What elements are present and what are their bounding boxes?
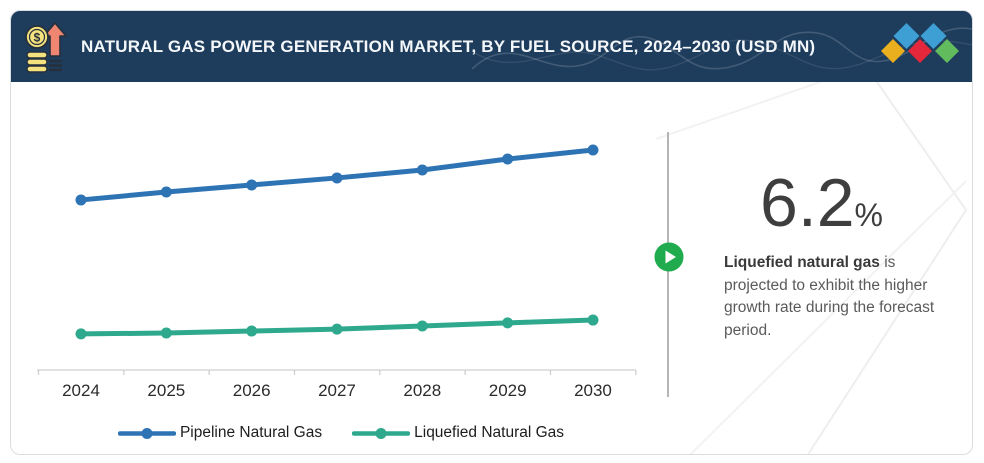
legend-item-liquefied-natural-gas: Liquefied Natural Gas	[352, 424, 564, 442]
legend-label-liquefied-natural-gas: Liquefied Natural Gas	[414, 424, 565, 441]
money-growth-icon: $	[25, 22, 67, 73]
growth-rate-stat: 6.2%	[679, 169, 964, 237]
legend-label-pipeline-natural-gas: Pipeline Natural Gas	[179, 424, 323, 441]
legend-item-pipeline-natural-gas: Pipeline Natural Gas	[117, 424, 323, 442]
legend-marker-liquefied-natural-gas	[352, 427, 411, 439]
diamonds-logo	[881, 23, 959, 63]
chart-legend: Pipeline Natural Gas Liquefied Natural Ga…	[11, 416, 671, 450]
growth-rate-value: 6.2	[760, 165, 855, 241]
insight-rest: is projected to exhibit the higher growt…	[724, 254, 935, 339]
play-icon	[654, 242, 684, 272]
growth-rate-percent-sign: %	[854, 197, 883, 233]
liquefied-natural-gas-point-2025	[160, 327, 172, 339]
chart-canvas: 2024 2025 2026 2027 2028 2029 2030	[37, 144, 637, 400]
liquefied-natural-gas-point-2030	[587, 314, 599, 326]
x-tick-label-2027: 2027	[318, 381, 356, 400]
pipeline-natural-gas-point-2030	[587, 144, 599, 156]
x-tick-label-2029: 2029	[489, 381, 527, 400]
liquefied-natural-gas-point-2029	[502, 317, 514, 329]
insight-highlighted-term: Liquefied natural gas	[724, 254, 880, 271]
pipeline-natural-gas-point-2027	[331, 172, 343, 184]
x-tick-label-2026: 2026	[233, 381, 271, 400]
pipeline-natural-gas-point-2025	[160, 186, 172, 198]
pipeline-natural-gas-point-2026	[246, 179, 258, 191]
x-tick-label-2030: 2030	[574, 381, 612, 400]
chart-card: $ NATURAL GAS POWER GENERATION MARKET, B…	[10, 10, 973, 455]
liquefied-natural-gas-point-2026	[246, 325, 258, 337]
liquefied-natural-gas-point-2028	[416, 320, 428, 332]
x-tick-label-2024: 2024	[62, 381, 100, 400]
pipeline-natural-gas-point-2029	[502, 153, 514, 165]
pipeline-natural-gas-point-2028	[416, 164, 428, 176]
x-tick-label-2025: 2025	[147, 381, 185, 400]
page-title: NATURAL GAS POWER GENERATION MARKET, BY …	[81, 36, 816, 56]
legend-marker-pipeline-natural-gas	[117, 427, 176, 439]
pipeline-natural-gas-point-2024	[75, 194, 87, 206]
svg-text:$: $	[34, 31, 41, 45]
header-band: $ NATURAL GAS POWER GENERATION MARKET, B…	[11, 11, 972, 82]
insight-text: Liquefied natural gas is projected to ex…	[724, 252, 949, 342]
x-tick-label-2028: 2028	[403, 381, 441, 400]
liquefied-natural-gas-point-2024	[75, 328, 87, 340]
liquefied-natural-gas-point-2027	[331, 323, 343, 335]
